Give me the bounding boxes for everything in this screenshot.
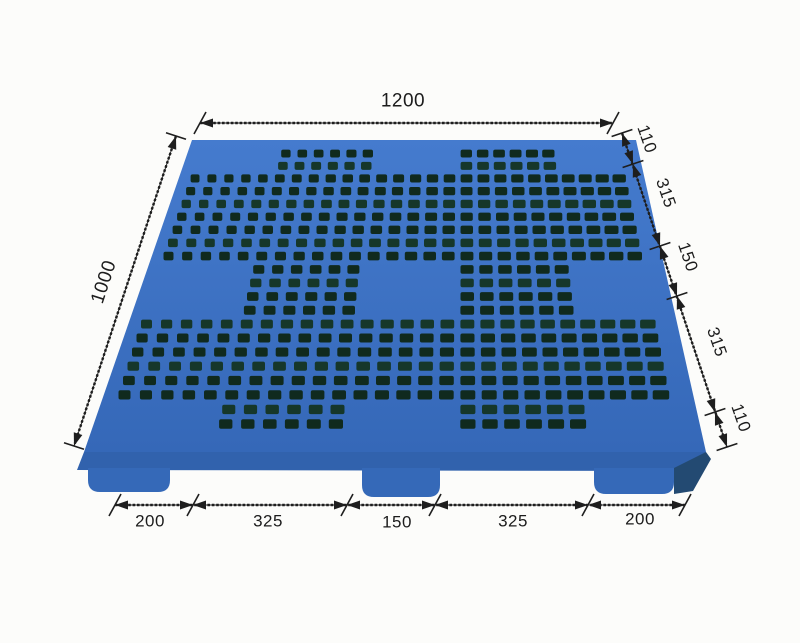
dim-label-bottom-325-a: 325 (253, 511, 283, 531)
dim-label-bottom-325-b: 325 (498, 511, 528, 531)
dim-label-bottom-150: 150 (382, 512, 412, 532)
dim-label-bottom-200-b: 200 (625, 509, 655, 529)
dim-label-bottom-200-a: 200 (135, 511, 165, 531)
dim-label-top-1200: 1200 (380, 90, 426, 112)
